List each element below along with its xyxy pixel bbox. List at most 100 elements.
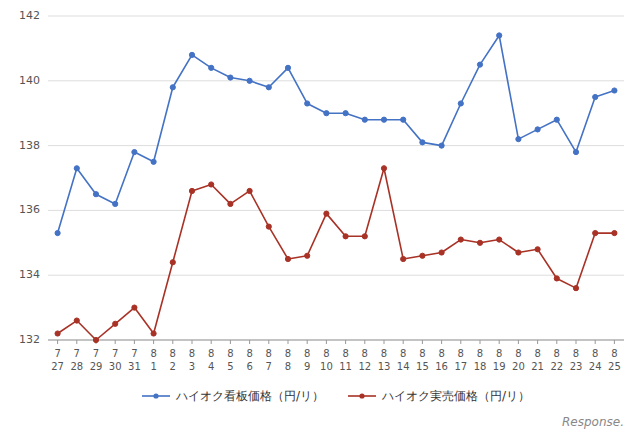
x-tick xyxy=(153,340,154,344)
series-marker xyxy=(458,237,463,242)
x-tick-label: 87 xyxy=(266,348,272,372)
y-tick-label: 138 xyxy=(19,139,40,152)
annotation: Response. xyxy=(562,415,624,429)
series-marker xyxy=(420,140,425,145)
series-marker xyxy=(266,85,271,90)
x-tick xyxy=(211,340,212,344)
x-tick xyxy=(364,340,365,344)
series-marker xyxy=(439,250,444,255)
x-tick-label: 84 xyxy=(208,348,214,372)
x-tick xyxy=(576,340,577,344)
series-line xyxy=(58,168,615,340)
chart-svg: 1321341361381401427277287297307318182838… xyxy=(0,0,640,436)
x-axis: 7277287297307318182838485868788898108118… xyxy=(48,340,624,372)
x-tick-label: 730 xyxy=(109,348,122,372)
series-marker xyxy=(285,256,290,261)
x-tick xyxy=(192,340,193,344)
series-marker xyxy=(593,94,598,99)
series-marker xyxy=(516,137,521,142)
x-tick-label: 810 xyxy=(320,348,333,372)
x-tick-label: 817 xyxy=(454,348,467,372)
series-marker xyxy=(170,260,175,265)
x-tick-label: 83 xyxy=(189,348,195,372)
x-tick-label: 88 xyxy=(285,348,291,372)
series-marker xyxy=(401,256,406,261)
x-tick xyxy=(249,340,250,344)
legend-marker xyxy=(153,393,158,398)
x-tick-label: 812 xyxy=(358,348,371,372)
x-tick xyxy=(403,340,404,344)
series-marker xyxy=(285,65,290,70)
series-marker xyxy=(535,127,540,132)
series-marker xyxy=(113,201,118,206)
x-tick-label: 823 xyxy=(570,348,583,372)
series-marker xyxy=(343,111,348,116)
x-tick xyxy=(480,340,481,344)
series-marker xyxy=(381,117,386,122)
x-tick xyxy=(57,340,58,344)
x-tick xyxy=(326,340,327,344)
series-marker xyxy=(593,230,598,235)
grid-line xyxy=(48,80,624,81)
x-tick-label: 816 xyxy=(435,348,448,372)
series-marker xyxy=(209,65,214,70)
series-marker xyxy=(189,188,194,193)
x-tick-label: 81 xyxy=(150,348,156,372)
series-marker xyxy=(55,230,60,235)
series-marker xyxy=(612,230,617,235)
series-marker xyxy=(132,305,137,310)
series-marker xyxy=(554,276,559,281)
grid-line xyxy=(48,275,624,276)
y-tick-label: 132 xyxy=(19,333,40,346)
series-marker xyxy=(93,192,98,197)
series-marker xyxy=(516,250,521,255)
x-tick xyxy=(384,340,385,344)
series-marker xyxy=(401,117,406,122)
series-marker xyxy=(247,188,252,193)
series-marker xyxy=(362,117,367,122)
series-marker xyxy=(535,247,540,252)
x-tick-label: 815 xyxy=(416,348,429,372)
series-marker xyxy=(477,62,482,67)
y-tick-label: 134 xyxy=(19,268,40,281)
y-axis: 132134136138140142 xyxy=(19,9,624,346)
series-marker xyxy=(228,75,233,80)
x-tick-label: 731 xyxy=(128,348,141,372)
series-marker xyxy=(151,331,156,336)
y-tick-label: 136 xyxy=(19,203,40,216)
x-tick xyxy=(345,340,346,344)
x-tick xyxy=(422,340,423,344)
legend-item: ハイオク実売価格（円/リ） xyxy=(348,389,530,403)
legend-label: ハイオク看板価格（円/リ） xyxy=(175,389,324,403)
grid-line xyxy=(48,145,624,146)
x-tick-label: 821 xyxy=(531,348,544,372)
series-marker xyxy=(612,88,617,93)
x-tick xyxy=(556,340,557,344)
plot-area xyxy=(55,33,617,343)
legend-label: ハイオク実売価格（円/リ） xyxy=(381,389,530,403)
x-tick-label: 811 xyxy=(339,348,352,372)
y-tick-label: 140 xyxy=(19,74,40,87)
series-marker xyxy=(305,101,310,106)
series-marker xyxy=(113,321,118,326)
series-marker xyxy=(132,149,137,154)
series-marker xyxy=(381,166,386,171)
x-tick xyxy=(441,340,442,344)
x-tick xyxy=(595,340,596,344)
x-tick xyxy=(115,340,116,344)
series-marker xyxy=(247,78,252,83)
x-tick-label: 728 xyxy=(70,348,83,372)
x-tick-label: 819 xyxy=(493,348,506,372)
x-tick-label: 820 xyxy=(512,348,525,372)
series-marker xyxy=(324,111,329,116)
series-line xyxy=(58,35,615,233)
series-marker xyxy=(573,149,578,154)
series-marker xyxy=(343,234,348,239)
series-marker xyxy=(151,159,156,164)
x-tick xyxy=(268,340,269,344)
series-marker xyxy=(497,33,502,38)
x-tick xyxy=(518,340,519,344)
x-tick xyxy=(76,340,77,344)
series-marker xyxy=(458,101,463,106)
series-marker xyxy=(362,234,367,239)
